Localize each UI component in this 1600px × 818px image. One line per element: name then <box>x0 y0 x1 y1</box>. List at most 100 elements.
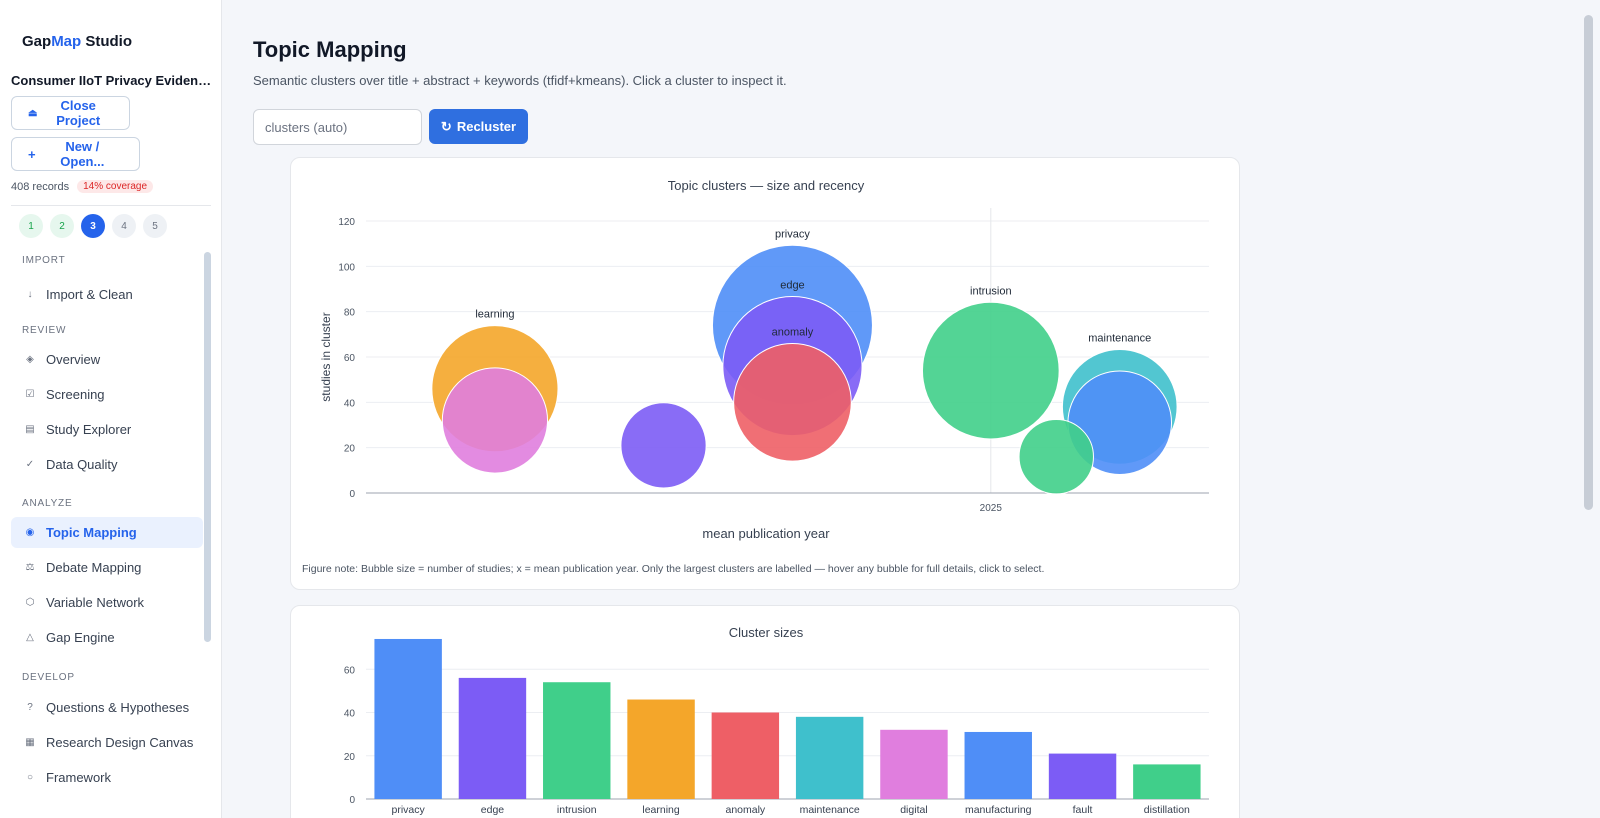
sidebar-item-label: Screening <box>46 387 105 402</box>
sidebar-item-study-explorer[interactable]: ▤ Study Explorer <box>11 414 203 445</box>
sidebar-item-label: Debate Mapping <box>46 560 142 575</box>
bar-intrusion[interactable] <box>543 682 611 799</box>
bubble-label-privacy: privacy <box>775 228 810 240</box>
y-tick-label: 80 <box>344 308 356 319</box>
bar-maintenance[interactable] <box>795 716 864 799</box>
page-title: Topic Mapping <box>253 37 407 62</box>
clusters-input[interactable] <box>253 109 422 145</box>
y-tick-label: 20 <box>344 752 356 763</box>
bar-anomaly[interactable] <box>711 712 780 800</box>
recluster-button[interactable]: ↻ Recluster <box>429 109 528 144</box>
nav-section-review: REVIEW <box>22 325 67 336</box>
x-tick-label: maintenance <box>800 804 860 816</box>
y-tick-label: 40 <box>344 709 356 720</box>
checkmark-icon: ✓ <box>25 459 35 470</box>
bar-chart-title: Cluster sizes <box>729 625 804 640</box>
target-icon: ◉ <box>25 527 35 538</box>
sidebar-item-questions-hypotheses[interactable]: ? Questions & Hypotheses <box>11 692 203 723</box>
warning-triangle-icon: △ <box>26 632 34 643</box>
records-count: 408 records <box>11 180 70 193</box>
sidebar: GapMap Studio Consumer IIoT Privacy Evid… <box>0 0 222 818</box>
bubble-fault[interactable] <box>620 402 707 489</box>
nav-section-analyze: ANALYZE <box>22 498 73 509</box>
question-icon: ? <box>27 702 33 713</box>
sidebar-item-gap-engine[interactable]: △ Gap Engine <box>11 622 203 653</box>
bubble-label-maintenance: maintenance <box>1088 333 1151 345</box>
x-tick-label: edge <box>481 804 505 816</box>
bubble-chart-card: Topic clusters — size and recency 0 20 40 60… <box>290 157 1240 590</box>
bar-edge[interactable] <box>458 677 527 799</box>
sidebar-scrollbar[interactable] <box>204 252 211 642</box>
sidebar-item-label: Study Explorer <box>46 422 132 437</box>
brand-accent: Map <box>51 33 82 50</box>
x-tick-label: privacy <box>392 804 426 816</box>
bubble-label-edge: edge <box>780 279 804 291</box>
x-tick-label: fault <box>1073 804 1093 816</box>
sidebar-item-label: Variable Network <box>46 595 145 610</box>
bar-chart: Cluster sizes 0 20 40 60 privacy edge intrusion… <box>344 625 1209 816</box>
step-2[interactable]: 2 <box>50 214 74 238</box>
bar-manufacturing[interactable] <box>964 731 1032 799</box>
main-scrollbar[interactable] <box>1584 15 1593 510</box>
close-project-label: Close Project <box>56 98 101 128</box>
bubble-chart-title: Topic clusters — size and recency <box>668 178 865 193</box>
sidebar-item-overview[interactable]: ◈ Overview <box>11 344 203 375</box>
bar-fault[interactable] <box>1048 753 1117 799</box>
sidebar-item-variable-network[interactable]: ⬡ Variable Network <box>11 587 203 618</box>
x-tick-label: learning <box>642 804 680 816</box>
y-tick-label: 40 <box>344 398 356 409</box>
step-5[interactable]: 5 <box>143 214 167 238</box>
x-tick-label: intrusion <box>557 804 597 816</box>
sidebar-item-screening[interactable]: ☑ Screening <box>11 379 203 410</box>
sidebar-item-import-clean[interactable]: ↓ Import & Clean <box>11 279 203 310</box>
figure-note: Figure note: Bubble size = number of stu… <box>302 563 1044 575</box>
scales-icon: ⚖ <box>25 562 35 573</box>
sidebar-item-data-quality[interactable]: ✓ Data Quality <box>11 449 203 480</box>
brand-suffix: Studio <box>81 33 133 50</box>
new-open-button[interactable]: + New / Open... <box>11 137 140 171</box>
bar-distillation[interactable] <box>1133 764 1201 799</box>
bar-digital[interactable] <box>880 729 948 799</box>
y-axis-label: studies in cluster <box>319 312 333 401</box>
plus-icon: + <box>28 146 36 162</box>
x-tick-label: 2025 <box>980 503 1003 514</box>
checkbox-icon: ☑ <box>25 389 35 400</box>
coverage-badge: 14% coverage <box>77 180 154 193</box>
download-arrow-icon: ↓ <box>27 289 33 300</box>
sidebar-item-research-design-canvas[interactable]: ▦ Research Design Canvas <box>11 727 203 758</box>
y-tick-label: 20 <box>344 444 356 455</box>
page-subtitle: Semantic clusters over title + abstract … <box>253 73 787 88</box>
bar-privacy[interactable] <box>374 638 442 799</box>
records-summary: 408 records 14% coverage <box>11 180 154 193</box>
table-icon: ▤ <box>25 424 35 435</box>
nav-section-import: IMPORT <box>22 255 66 266</box>
y-tick-label: 60 <box>344 665 356 676</box>
bar-learning[interactable] <box>627 699 695 799</box>
x-tick-label: distillation <box>1144 804 1190 816</box>
eject-icon: ⏏ <box>28 107 38 119</box>
grid-icon: ▦ <box>25 737 35 748</box>
diamond-icon: ◈ <box>26 354 34 365</box>
step-4[interactable]: 4 <box>112 214 136 238</box>
sidebar-item-label: Framework <box>46 770 112 785</box>
x-tick-label: digital <box>900 804 927 816</box>
close-project-button[interactable]: ⏏ Close Project <box>11 96 130 130</box>
bubble-label-learning: learning <box>475 309 514 321</box>
step-3[interactable]: 3 <box>81 214 105 238</box>
refresh-icon: ↻ <box>440 118 452 134</box>
circle-icon: ○ <box>26 772 34 783</box>
sidebar-item-debate-mapping[interactable]: ⚖ Debate Mapping <box>11 552 203 583</box>
project-name: Consumer IIoT Privacy Evidence ... <box>11 73 216 88</box>
step-1[interactable]: 1 <box>19 214 43 238</box>
sidebar-item-label: Research Design Canvas <box>46 735 194 750</box>
y-tick-label: 0 <box>349 489 355 500</box>
sidebar-item-label: Questions & Hypotheses <box>46 700 190 715</box>
sidebar-item-topic-mapping[interactable]: ◉ Topic Mapping <box>11 517 203 548</box>
sidebar-item-label: Data Quality <box>46 457 118 472</box>
bubble-digital[interactable] <box>441 367 549 474</box>
bubble-intrusion[interactable] <box>921 301 1060 440</box>
bubble-distillation[interactable] <box>1018 419 1094 495</box>
brand-logo: GapMap Studio <box>22 33 132 50</box>
bubble-anomaly[interactable] <box>733 343 852 462</box>
sidebar-item-framework[interactable]: ○ Framework <box>11 762 203 793</box>
